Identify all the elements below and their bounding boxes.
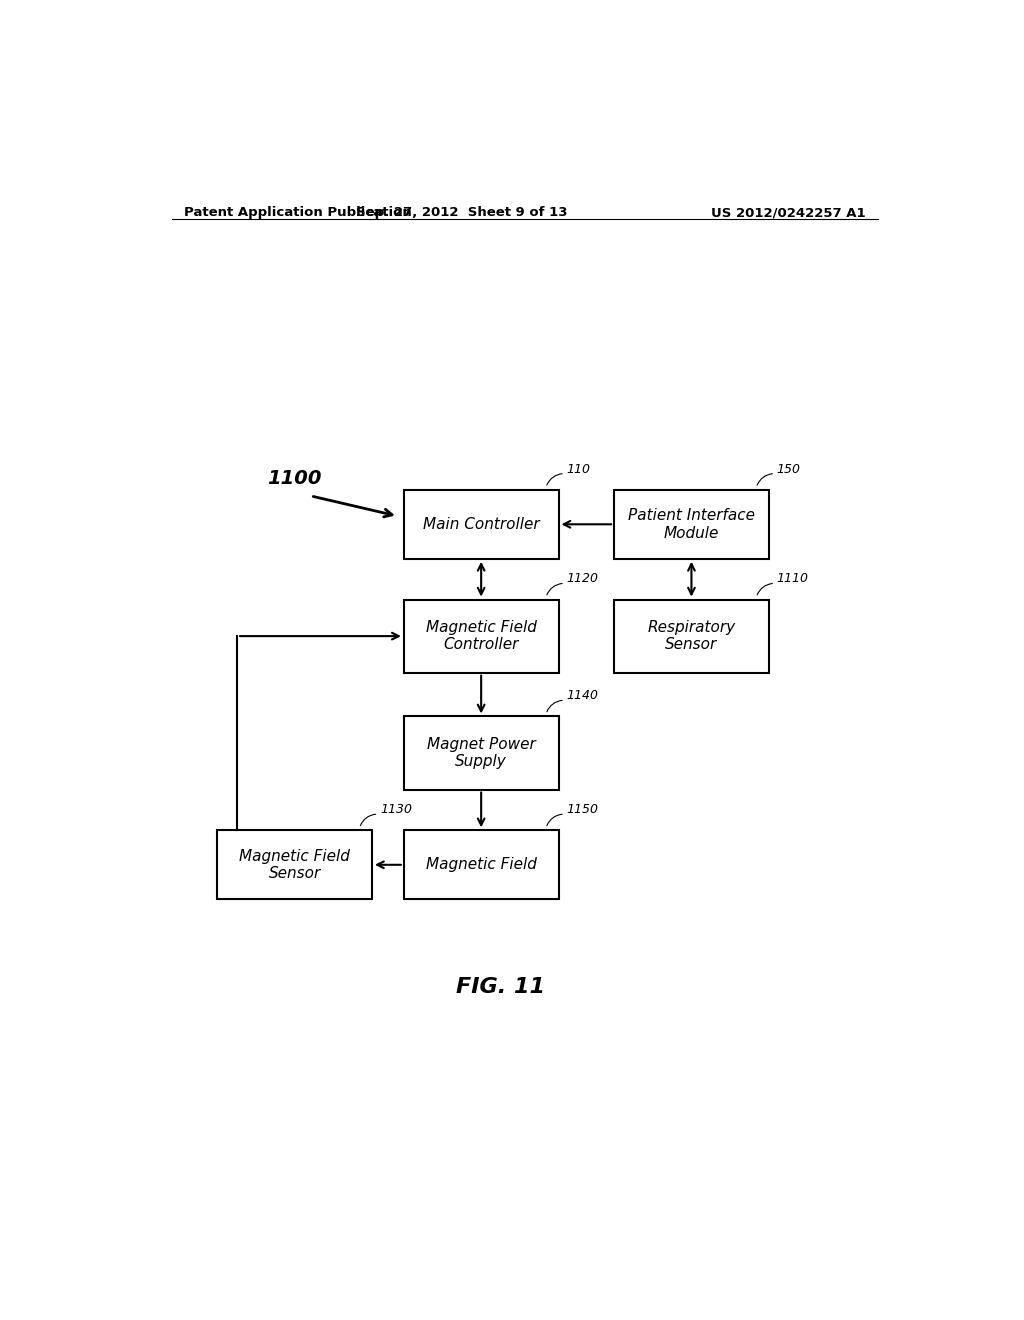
Text: Magnetic Field: Magnetic Field	[426, 857, 537, 873]
Text: Patient Interface
Module: Patient Interface Module	[628, 508, 755, 540]
Bar	[403, 717, 558, 789]
Bar	[403, 490, 558, 558]
Text: 110: 110	[566, 462, 591, 475]
Bar	[403, 830, 558, 899]
Bar	[614, 490, 769, 558]
Text: Patent Application Publication: Patent Application Publication	[183, 206, 412, 219]
Text: Magnetic Field
Controller: Magnetic Field Controller	[426, 620, 537, 652]
Text: Magnetic Field
Sensor: Magnetic Field Sensor	[240, 849, 350, 880]
Text: FIG. 11: FIG. 11	[457, 977, 546, 997]
Text: Main Controller: Main Controller	[423, 517, 540, 532]
Bar	[614, 599, 769, 673]
Text: Sep. 27, 2012  Sheet 9 of 13: Sep. 27, 2012 Sheet 9 of 13	[355, 206, 567, 219]
Text: 1130: 1130	[380, 803, 412, 816]
Text: 1140: 1140	[566, 689, 598, 702]
Text: US 2012/0242257 A1: US 2012/0242257 A1	[712, 206, 866, 219]
Bar	[403, 599, 558, 673]
Text: Magnet Power
Supply: Magnet Power Supply	[427, 737, 536, 770]
Text: 1150: 1150	[566, 803, 598, 816]
Text: 1100: 1100	[267, 469, 322, 488]
Text: 1120: 1120	[566, 573, 598, 585]
Text: 1110: 1110	[777, 573, 809, 585]
Text: 150: 150	[777, 462, 801, 475]
Text: Respiratory
Sensor: Respiratory Sensor	[647, 620, 735, 652]
Bar	[217, 830, 372, 899]
